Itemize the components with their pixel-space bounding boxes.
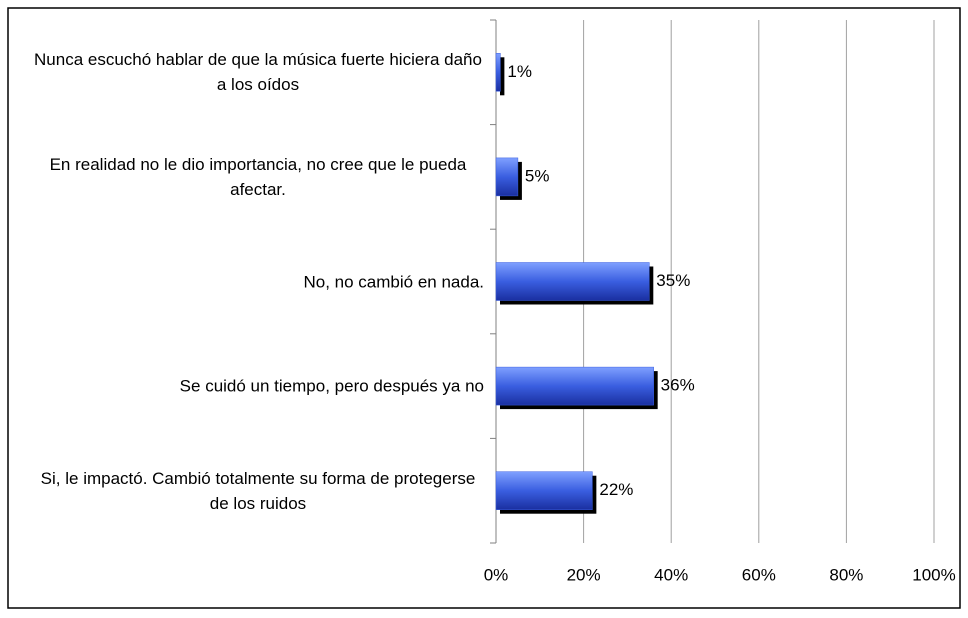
- x-tick-label: 20%: [567, 565, 601, 584]
- y-tick-label: En realidad no le dio importancia, no cr…: [49, 154, 467, 199]
- category-label-box: Se cuidó un tiempo, pero después ya no: [14, 374, 484, 399]
- x-tick-label: 80%: [829, 565, 863, 584]
- data-label: 1%: [507, 62, 532, 81]
- category-label-box: No, no cambió en nada.: [14, 269, 484, 294]
- bar: [495, 262, 650, 301]
- bar: [495, 53, 501, 92]
- bar: [495, 471, 593, 510]
- category-label-box: Nunca escuchó hablar de que la música fu…: [14, 47, 484, 97]
- x-tick-label: 100%: [912, 565, 955, 584]
- bar: [495, 366, 654, 406]
- bar: [495, 157, 519, 197]
- data-label: 36%: [661, 376, 695, 395]
- data-label: 5%: [525, 166, 550, 185]
- category-label-box: En realidad no le dio importancia, no cr…: [14, 152, 484, 202]
- data-label: 22%: [599, 480, 633, 499]
- category-label-box: Si, le impactó. Cambió totalmente su for…: [14, 466, 484, 516]
- x-tick-label: 0%: [484, 565, 509, 584]
- x-tick-label: 60%: [742, 565, 776, 584]
- y-tick-label: Se cuidó un tiempo, pero después ya no: [179, 376, 484, 396]
- y-tick-label: Si, le impactó. Cambió totalmente su for…: [40, 468, 476, 513]
- x-tick-label: 40%: [654, 565, 688, 584]
- y-tick-label: Nunca escuchó hablar de que la música fu…: [34, 50, 482, 95]
- bar-shadow: [500, 57, 505, 96]
- y-tick-label: No, no cambió en nada.: [303, 272, 484, 291]
- frame: [7, 7, 961, 609]
- data-label: 35%: [656, 271, 690, 290]
